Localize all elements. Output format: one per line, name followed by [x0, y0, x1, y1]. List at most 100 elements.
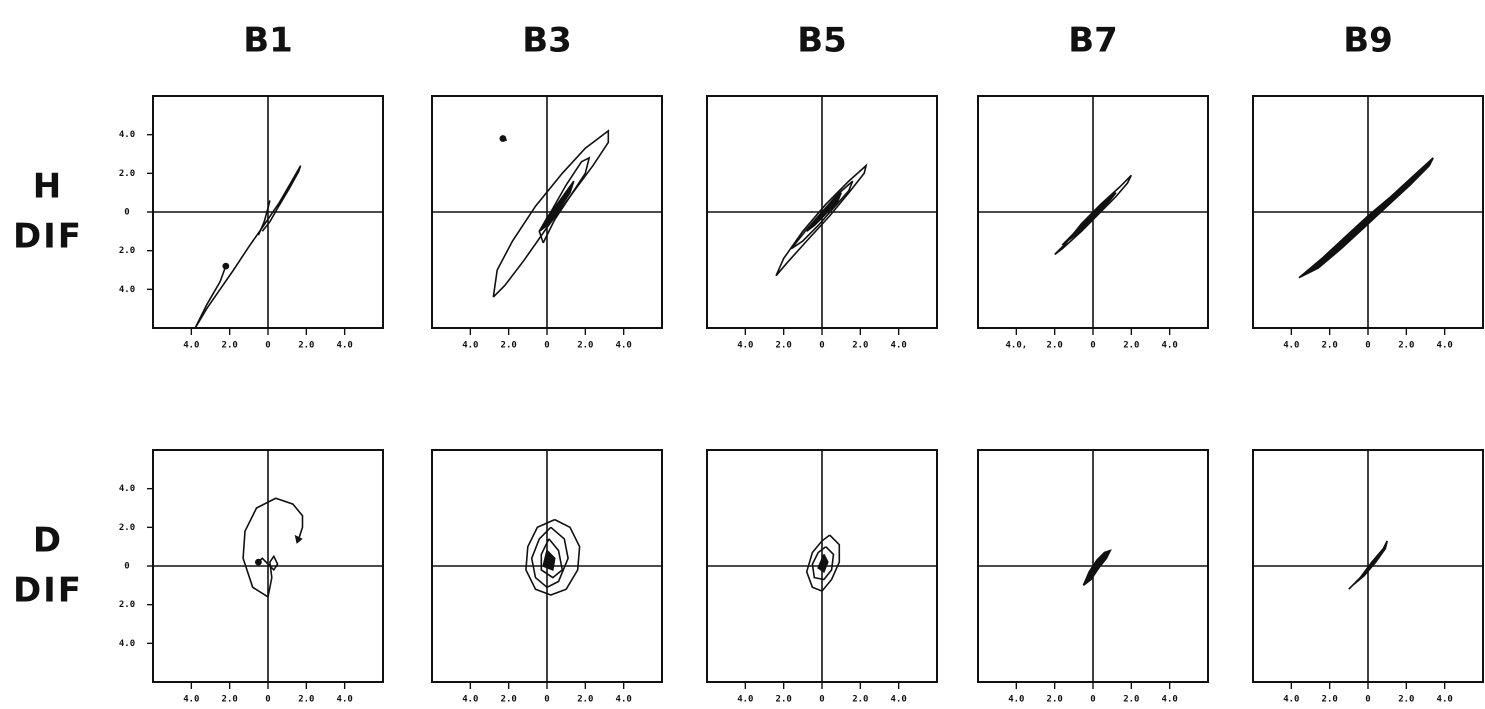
column-title-b3: B3 — [522, 21, 572, 61]
panel-h-b1-trace-0 — [194, 165, 302, 328]
panel-h-b3-x-tick-label: 0 — [544, 341, 549, 351]
panel-h-b7-x-tick-label: 2.0 — [1047, 341, 1063, 351]
panel-h-b7: 4.0, 2.0 0 2.0 4.0 — [977, 95, 1209, 351]
panel-d-b3-x-tick-label: 4.0 — [616, 695, 632, 705]
panel-h-b3-x-tick-label: 4.0 — [462, 341, 478, 351]
panel-h-b1-x-tick-label: 2.0 — [222, 341, 238, 351]
panel-h-b5: 4.0 2.0 0 2.0 4.0 — [706, 95, 938, 351]
panel-h-b9-x-tick-label: 4.0 — [1437, 341, 1453, 351]
panel-d-b3: 4.0 2.0 0 2.0 4.0 — [431, 449, 663, 705]
panel-d-b1-end-marker — [294, 534, 303, 544]
row-title-d-line2: DIF — [13, 571, 83, 611]
panel-h-b1-y-tick-label: 2.0 — [119, 246, 135, 256]
column-title-b5: B5 — [797, 21, 847, 61]
panel-d-b1-start-marker — [255, 558, 262, 566]
panel-d-b3-trace-0 — [525, 518, 581, 596]
panel-h-b9: 4.0 2.0 0 2.0 4.0 — [1252, 95, 1484, 351]
panel-h-b9-trace-0 — [1298, 157, 1434, 279]
panel-h-b9-x-tick-label: 0 — [1365, 341, 1370, 351]
panel-h-b9-x-tick-label: 4.0 — [1283, 341, 1299, 351]
row-title-d-line1: D — [33, 521, 63, 561]
row-titles: H DIF D DIF — [13, 167, 83, 611]
panel-h-b1-y-tick-label: 4.0 — [119, 130, 135, 140]
panel-h-b1-x-tick-label: 0 — [265, 341, 270, 351]
panel-d-b7-x-tick-label: 0 — [1090, 695, 1095, 705]
panel-d-b1-x-tick-label: 2.0 — [222, 695, 238, 705]
panel-d-b1-y-tick-label: 4.0 — [119, 639, 135, 649]
panel-d-b7-x-tick-label: 4.0 — [1008, 695, 1024, 705]
column-title-b7: B7 — [1068, 21, 1118, 61]
panel-d-b5-x-tick-label: 4.0 — [737, 695, 753, 705]
panel-h-b7-trace-0 — [1054, 174, 1133, 256]
panel-h-b1: 4.0 2.0 0 2.0 4.0 4.0 2.0 0 2.0 4.0 — [119, 95, 384, 351]
panel-h-b3-trace-2 — [538, 180, 575, 232]
panel-d-b5-x-tick-label: 0 — [819, 695, 824, 705]
panel-d-b9-x-tick-label: 2.0 — [1398, 695, 1414, 705]
panel-d-b7-x-tick-label: 2.0 — [1123, 695, 1139, 705]
panel-h-b5-x-tick-label: 2.0 — [852, 341, 868, 351]
panel-h-b3-trace-0 — [492, 129, 610, 298]
panel-h-b3-start-marker — [499, 135, 507, 142]
panel-h-b1-x-tick-label: 4.0 — [183, 341, 199, 351]
panel-d-b5-x-tick-label: 2.0 — [852, 695, 868, 705]
panel-d-b1-y-tick-label: 4.0 — [119, 484, 135, 494]
panel-h-b5-x-tick-label: 0 — [819, 341, 824, 351]
panel-d-b3-x-tick-label: 0 — [544, 695, 549, 705]
panel-h-b5-trace-2 — [806, 192, 842, 232]
panel-d-b1-x-tick-label: 4.0 — [183, 695, 199, 705]
column-titles: B1 B3 B5 B7 B9 — [243, 21, 1393, 61]
panel-d-b9-x-tick-label: 0 — [1365, 695, 1370, 705]
panel-d-b1-trace-1 — [257, 554, 279, 598]
panel-d-b7: 4.0 2.0 0 2.0 4.0 — [977, 449, 1209, 705]
panel-h-b1-y-tick-label: 2.0 — [119, 169, 135, 179]
panel-h-b1-x-tick-label: 2.0 — [298, 341, 314, 351]
panel-h-b1-trace-1 — [194, 265, 227, 328]
panel-h-b3-x-tick-label: 2.0 — [501, 341, 517, 351]
panel-d-b5-trace-1 — [811, 546, 835, 581]
panel-h-b3-x-tick-label: 2.0 — [577, 341, 593, 351]
panel-d-b3-x-tick-label: 2.0 — [501, 695, 517, 705]
panel-h-b7-x-tick-label: 4.0, — [1005, 341, 1027, 351]
panel-h-b1-start-marker — [222, 262, 230, 270]
panel-h-b7-x-tick-label: 4.0 — [1162, 341, 1178, 351]
panel-d-b1: 4.0 2.0 0 2.0 4.0 4.0 2.0 0 2.0 4.0 — [119, 449, 384, 705]
panel-d-b5-trace-0 — [805, 534, 841, 593]
panel-h-b1-trace-2 — [257, 200, 271, 236]
panel-d-b9: 4.0 2.0 0 2.0 4.0 — [1252, 449, 1484, 705]
panel-d-b3-x-tick-label: 2.0 — [577, 695, 593, 705]
panel-d-b1-x-tick-label: 0 — [265, 695, 270, 705]
panel-d-b1-y-tick-label: 0 — [124, 562, 129, 572]
panel-h-b1-y-tick-label: 4.0 — [119, 285, 135, 295]
panel-d-b5-x-tick-label: 2.0 — [776, 695, 792, 705]
panel-grid: 4.0 2.0 0 2.0 4.04.02.002.04.04.0 2.0 0 2.0 4.0 4… — [119, 95, 1484, 705]
panel-h-b5-x-tick-label: 4.0 — [891, 341, 907, 351]
panel-d-b1-trace-0 — [242, 497, 304, 598]
column-title-b1: B1 — [243, 21, 293, 61]
panel-d-b1-y-tick-label: 2.0 — [119, 600, 135, 610]
panel-d-b9-trace-0 — [1348, 540, 1388, 590]
panel-h-b9-x-tick-label: 2.0 — [1322, 341, 1338, 351]
panel-d-b3-x-tick-label: 4.0 — [462, 695, 478, 705]
panel-h-b5-x-tick-label: 2.0 — [776, 341, 792, 351]
panel-d-b7-x-tick-label: 4.0 — [1162, 695, 1178, 705]
panel-d-b3-trace-2 — [540, 538, 564, 579]
panel-d-b5-trace-2 — [817, 554, 829, 574]
panel-h-b3: 4.0 2.0 0 2.0 4.0 — [431, 95, 663, 351]
panel-d-b9-x-tick-label: 4.0 — [1283, 695, 1299, 705]
panel-d-b7-trace-0 — [1082, 549, 1112, 586]
panel-d-b9-x-tick-label: 4.0 — [1437, 695, 1453, 705]
panel-d-b7-x-tick-label: 2.0 — [1047, 695, 1063, 705]
panel-h-b7-x-tick-label: 0 — [1090, 341, 1095, 351]
panel-h-b1-y-tick-label: 0 — [124, 208, 129, 218]
panel-h-b5-trace-1 — [790, 180, 854, 250]
panel-h-b1-x-tick-label: 4.0 — [337, 341, 353, 351]
panel-d-b1-x-tick-label: 4.0 — [337, 695, 353, 705]
panel-d-b9-x-tick-label: 2.0 — [1322, 695, 1338, 705]
panel-d-b5-x-tick-label: 4.0 — [891, 695, 907, 705]
panel-d-b1-x-tick-label: 2.0 — [298, 695, 314, 705]
panel-h-b7-x-tick-label: 2.0 — [1123, 341, 1139, 351]
column-title-b9: B9 — [1343, 21, 1393, 61]
panel-h-b5-trace-0 — [775, 163, 868, 277]
panel-h-b5-x-tick-label: 4.0 — [737, 341, 753, 351]
